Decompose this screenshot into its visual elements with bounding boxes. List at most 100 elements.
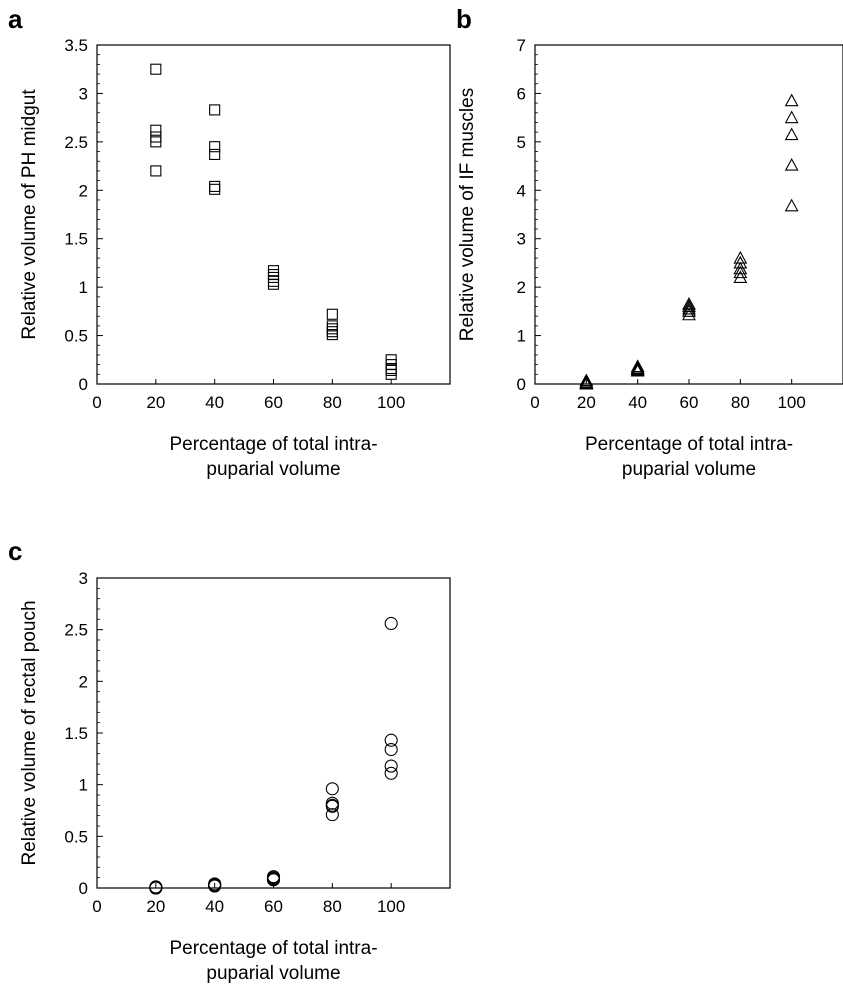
y-tick-label: 3 bbox=[517, 230, 526, 249]
x-tick-label: 20 bbox=[577, 393, 596, 412]
data-point-triangle bbox=[733, 265, 748, 279]
data-point-triangle bbox=[784, 93, 799, 107]
data-point-square bbox=[150, 124, 162, 136]
y-tick-label: 1.5 bbox=[64, 724, 88, 743]
x-tick-label: 40 bbox=[205, 897, 224, 916]
y-tick-label: 3 bbox=[79, 84, 88, 103]
data-point-triangle bbox=[682, 304, 696, 317]
data-point-triangle bbox=[733, 261, 748, 275]
y-tick-label: 0.5 bbox=[64, 827, 88, 846]
x-tick-label: 20 bbox=[146, 393, 165, 412]
x-tick-label: 40 bbox=[628, 393, 647, 412]
data-point-square bbox=[150, 63, 162, 75]
y-tick-label: 0.5 bbox=[64, 327, 88, 346]
data-point-triangle bbox=[784, 127, 799, 141]
y-axis-label: Relative volume of IF muscles bbox=[457, 88, 478, 341]
chart-panel-a: a 0 0.5 1 1.5 2 2.5 3 3.5 0 20 40 60 80 100 Percentage … bbox=[8, 4, 451, 480]
x-tick-label: 80 bbox=[323, 393, 342, 412]
y-tick-label: 3 bbox=[79, 569, 88, 588]
x-tick-label: 20 bbox=[146, 897, 165, 916]
y-tick-label: 3.5 bbox=[64, 36, 88, 55]
data-point-square bbox=[150, 136, 162, 148]
plot-frame bbox=[534, 44, 843, 385]
data-point-circle bbox=[384, 616, 398, 631]
data-point-triangle bbox=[784, 198, 799, 212]
panel-letter: a bbox=[8, 4, 23, 34]
data-point-circle bbox=[325, 799, 339, 813]
chart-panel-b: b 0 1 2 3 4 5 6 7 0 20 40 60 80 100 Percentage of total… bbox=[456, 4, 843, 480]
data-point-square bbox=[326, 323, 338, 335]
y-tick-label: 2.5 bbox=[64, 133, 88, 152]
y-tick-label: 1 bbox=[517, 327, 526, 346]
data-point-triangle bbox=[579, 373, 594, 387]
data-point-square bbox=[209, 104, 221, 116]
y-tick-label: 5 bbox=[517, 133, 526, 152]
y-tick-label: 1 bbox=[79, 776, 88, 795]
x-tick-label: 80 bbox=[731, 393, 750, 412]
data-point-triangle bbox=[733, 270, 748, 284]
x-axis-label: puparial volume bbox=[206, 459, 340, 480]
data-point-triangle bbox=[784, 157, 799, 171]
data-point-square bbox=[267, 269, 280, 281]
x-tick-label: 0 bbox=[92, 897, 101, 916]
x-tick-label: 100 bbox=[777, 393, 805, 412]
y-tick-label: 2 bbox=[517, 278, 526, 297]
x-axis-label: puparial volume bbox=[206, 963, 340, 984]
y-tick-label: 7 bbox=[517, 36, 526, 55]
data-point-square bbox=[326, 308, 338, 320]
x-tick-label: 0 bbox=[530, 393, 539, 412]
data-point-triangle bbox=[630, 363, 645, 377]
x-tick-label: 40 bbox=[205, 393, 224, 412]
data-point-triangle bbox=[579, 376, 594, 390]
x-axis-label: Percentage of total intra- bbox=[585, 434, 793, 455]
data-point-circle bbox=[208, 879, 222, 893]
y-axis-label: Relative volume of PH midgut bbox=[19, 89, 40, 340]
data-point-triangle bbox=[682, 307, 696, 321]
x-axis-label: Percentage of total intra- bbox=[169, 434, 377, 455]
x-tick-label: 100 bbox=[377, 393, 405, 412]
data-point-circle bbox=[384, 733, 398, 747]
data-point-square bbox=[385, 368, 397, 380]
x-axis-label: puparial volume bbox=[622, 459, 756, 480]
y-tick-label: 2 bbox=[79, 181, 88, 200]
data-point-circle bbox=[384, 766, 398, 780]
data-point-triangle bbox=[630, 359, 645, 373]
data-point-square bbox=[209, 180, 221, 192]
y-tick-label: 4 bbox=[517, 181, 526, 200]
y-tick-label: 0 bbox=[517, 375, 526, 394]
y-tick-label: 2 bbox=[79, 672, 88, 691]
data-point-square bbox=[326, 326, 338, 338]
x-tick-label: 60 bbox=[680, 393, 699, 412]
data-point-square bbox=[209, 148, 221, 160]
y-tick-label: 0 bbox=[79, 375, 88, 394]
data-point-circle bbox=[384, 759, 398, 773]
data-point-square bbox=[209, 141, 221, 153]
panel-letter: c bbox=[8, 536, 22, 566]
data-point-square bbox=[267, 278, 280, 290]
data-point-square bbox=[267, 271, 280, 284]
data-point-triangle bbox=[784, 110, 799, 124]
plot-frame bbox=[96, 44, 451, 385]
data-point-circle bbox=[266, 873, 281, 887]
y-tick-label: 6 bbox=[517, 84, 526, 103]
chart-panel-c: c 0 0.5 1 1.5 2 2.5 3 0 20 40 60 80 100 Percentage of … bbox=[8, 536, 451, 984]
data-point-square bbox=[209, 183, 221, 195]
data-point-square bbox=[326, 329, 338, 341]
data-point-circle bbox=[325, 782, 339, 796]
x-tick-label: 100 bbox=[377, 897, 405, 916]
data-point-circle bbox=[149, 881, 163, 895]
y-tick-label: 2.5 bbox=[64, 621, 88, 640]
data-point-triangle bbox=[682, 299, 696, 313]
y-axis-label: Relative volume of rectal pouch bbox=[19, 600, 40, 865]
data-point-triangle bbox=[733, 255, 748, 269]
x-tick-label: 80 bbox=[323, 897, 342, 916]
x-tick-label: 0 bbox=[92, 393, 101, 412]
data-point-circle bbox=[384, 742, 398, 757]
data-point-square bbox=[267, 265, 280, 277]
x-tick-label: 60 bbox=[264, 897, 283, 916]
x-tick-label: 60 bbox=[264, 393, 283, 412]
panel-letter: b bbox=[456, 4, 472, 34]
data-point-triangle bbox=[682, 301, 696, 315]
y-tick-label: 1 bbox=[79, 278, 88, 297]
